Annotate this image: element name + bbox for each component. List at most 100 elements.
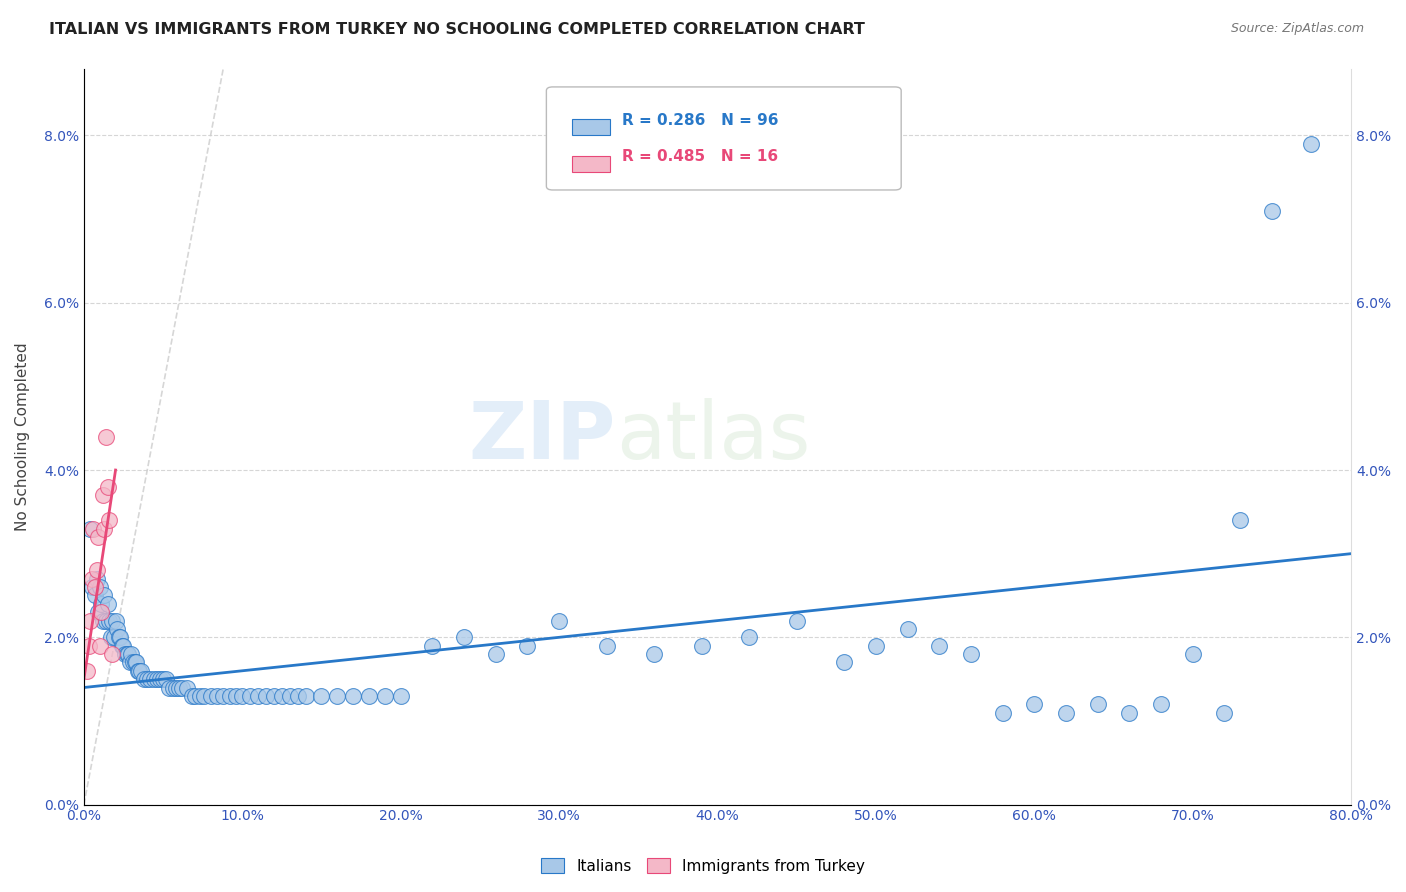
Point	[120, 647, 142, 661]
Point	[342, 689, 364, 703]
Point	[107, 630, 129, 644]
Point	[172, 681, 194, 695]
Point	[738, 630, 761, 644]
FancyBboxPatch shape	[547, 87, 901, 190]
Point	[89, 580, 111, 594]
Point	[90, 597, 112, 611]
Point	[157, 681, 180, 695]
Point	[84, 580, 107, 594]
Point	[960, 647, 983, 661]
Point	[548, 614, 571, 628]
Point	[94, 429, 117, 443]
Point	[80, 580, 103, 594]
Point	[516, 639, 538, 653]
Point	[89, 639, 111, 653]
Point	[103, 630, 125, 644]
Point	[270, 689, 292, 703]
Point	[93, 589, 115, 603]
Bar	[572, 156, 610, 171]
Point	[128, 664, 150, 678]
Point	[218, 689, 240, 703]
Point	[124, 656, 146, 670]
Point	[263, 689, 285, 703]
Point	[115, 647, 138, 661]
Point	[79, 614, 101, 628]
Point	[1261, 203, 1284, 218]
Point	[247, 689, 270, 703]
Text: ITALIAN VS IMMIGRANTS FROM TURKEY NO SCHOOLING COMPLETED CORRELATION CHART: ITALIAN VS IMMIGRANTS FROM TURKEY NO SCH…	[49, 22, 865, 37]
Point	[129, 664, 152, 678]
Point	[1118, 706, 1140, 720]
Point	[80, 572, 103, 586]
Point	[1054, 706, 1077, 720]
Point	[225, 689, 247, 703]
Point	[77, 639, 100, 653]
Point	[162, 681, 184, 695]
Point	[188, 689, 211, 703]
Point	[79, 522, 101, 536]
Point	[205, 689, 228, 703]
Point	[200, 689, 222, 703]
Point	[127, 664, 149, 678]
Point	[1213, 706, 1236, 720]
Point	[1087, 698, 1109, 712]
Point	[389, 689, 412, 703]
Point	[87, 530, 110, 544]
Text: atlas: atlas	[616, 398, 810, 475]
Point	[122, 656, 145, 670]
Point	[94, 614, 117, 628]
Point	[326, 689, 349, 703]
Point	[132, 672, 155, 686]
Point	[105, 622, 128, 636]
Point	[832, 656, 855, 670]
Point	[111, 639, 134, 653]
Point	[110, 630, 132, 644]
Point	[149, 672, 172, 686]
Point	[184, 689, 207, 703]
Point	[896, 622, 918, 636]
Point	[90, 605, 112, 619]
Point	[101, 647, 124, 661]
Point	[98, 513, 121, 527]
Point	[311, 689, 333, 703]
Y-axis label: No Schooling Completed: No Schooling Completed	[15, 343, 30, 531]
Point	[165, 681, 187, 695]
Point	[180, 689, 202, 703]
Point	[104, 614, 127, 628]
Point	[278, 689, 301, 703]
Point	[231, 689, 253, 703]
Point	[100, 630, 122, 644]
Point	[76, 664, 98, 678]
Point	[928, 639, 950, 653]
Point	[643, 647, 665, 661]
Point	[86, 563, 108, 577]
Point	[485, 647, 508, 661]
Point	[118, 656, 141, 670]
Point	[991, 706, 1014, 720]
Point	[287, 689, 309, 703]
Point	[114, 647, 136, 661]
Point	[145, 672, 167, 686]
Text: ZIP: ZIP	[468, 398, 616, 475]
Point	[176, 681, 198, 695]
Point	[167, 681, 190, 695]
Point	[142, 672, 165, 686]
Point	[117, 647, 139, 661]
Point	[84, 589, 107, 603]
Point	[865, 639, 887, 653]
Point	[254, 689, 277, 703]
Legend: Italians, Immigrants from Turkey: Italians, Immigrants from Turkey	[536, 852, 870, 880]
Point	[136, 672, 159, 686]
Point	[1150, 698, 1173, 712]
Text: R = 0.286   N = 96: R = 0.286 N = 96	[623, 112, 779, 128]
Point	[82, 522, 104, 536]
Point	[1024, 698, 1046, 712]
Point	[374, 689, 396, 703]
Point	[1229, 513, 1251, 527]
Point	[86, 572, 108, 586]
Point	[97, 480, 120, 494]
Point	[87, 605, 110, 619]
Point	[125, 656, 148, 670]
Point	[112, 639, 135, 653]
Point	[91, 614, 114, 628]
